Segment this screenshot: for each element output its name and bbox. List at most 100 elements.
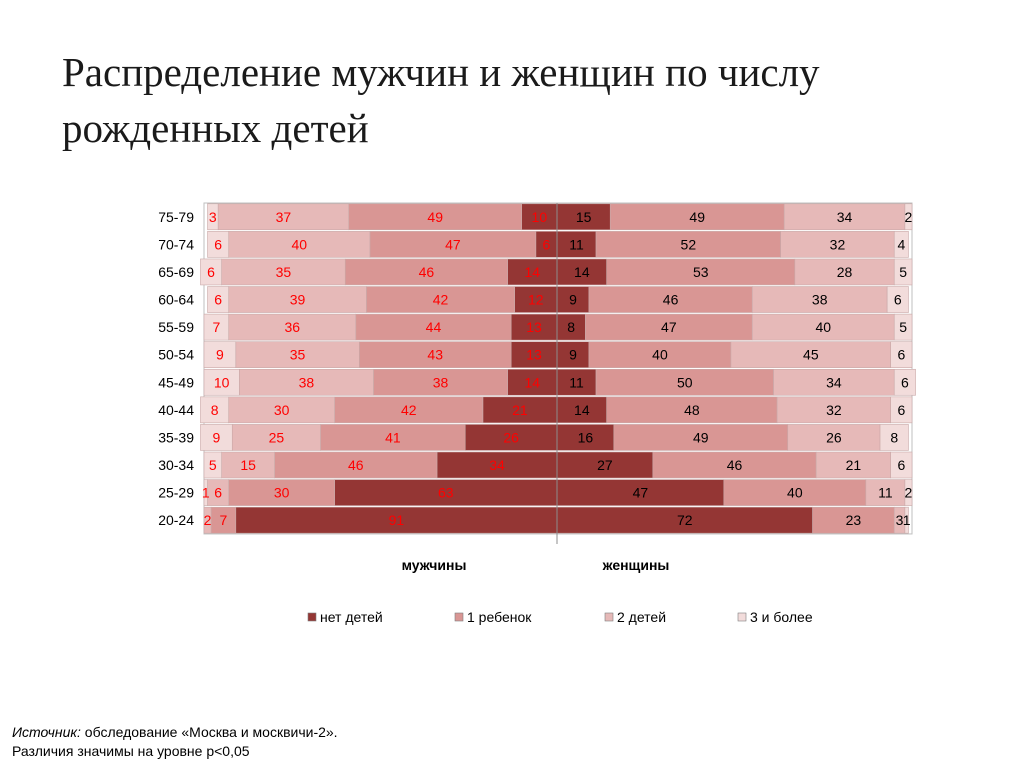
bar-men bbox=[228, 313, 357, 341]
category-label: 60-64 bbox=[158, 292, 194, 308]
bar-women bbox=[556, 258, 608, 286]
data-label-women: 14 bbox=[574, 402, 590, 418]
category-label: 65-69 bbox=[158, 264, 194, 280]
bar-men bbox=[355, 313, 512, 341]
bar-women bbox=[556, 231, 597, 258]
data-label-men: 49 bbox=[427, 209, 443, 225]
data-label-women: 11 bbox=[878, 485, 893, 501]
bar-men bbox=[203, 341, 237, 368]
data-label-men: 38 bbox=[433, 374, 449, 390]
data-label-men: 39 bbox=[290, 292, 306, 308]
data-label-men: 14 bbox=[525, 374, 541, 390]
bar-men bbox=[369, 231, 537, 258]
data-label-women: 14 bbox=[574, 264, 590, 280]
bar-men bbox=[235, 341, 360, 368]
data-label-women: 15 bbox=[576, 209, 592, 225]
data-label-women: 50 bbox=[677, 374, 693, 390]
bar-women bbox=[556, 313, 586, 341]
category-label: 25-29 bbox=[158, 485, 194, 501]
data-label-men: 38 bbox=[299, 374, 315, 390]
bar-women bbox=[904, 479, 913, 506]
legend-label: 1 ребенок bbox=[467, 609, 532, 625]
bar-men bbox=[203, 451, 222, 479]
significance-note: Различия значимы на уровне p<0,05 bbox=[12, 743, 250, 759]
legend-swatch bbox=[737, 612, 747, 622]
bar-men bbox=[231, 424, 321, 451]
bar-women bbox=[556, 286, 590, 313]
data-label-women: 5 bbox=[899, 264, 907, 280]
category-label: 35-39 bbox=[158, 429, 194, 445]
bar-men bbox=[274, 451, 438, 479]
bar-women bbox=[609, 203, 785, 231]
data-label-women: 46 bbox=[727, 457, 743, 473]
bar-men bbox=[228, 231, 371, 258]
data-label-women: 6 bbox=[901, 374, 909, 390]
data-label-men: 44 bbox=[426, 319, 442, 335]
bar-men bbox=[334, 479, 558, 506]
data-label-women: 9 bbox=[569, 292, 577, 308]
bar-women bbox=[556, 424, 615, 451]
data-label-women: 47 bbox=[661, 319, 677, 335]
legend-label: 3 и более bbox=[750, 609, 813, 625]
source-text: обследование «Москва и москвичи-2». bbox=[80, 724, 338, 740]
bar-men bbox=[228, 396, 335, 424]
bar-men bbox=[436, 451, 558, 479]
bar-women bbox=[893, 231, 909, 258]
data-label-women: 40 bbox=[787, 485, 803, 501]
data-label-men: 6 bbox=[214, 292, 222, 308]
bar-women bbox=[652, 451, 817, 479]
source-line: Источник: обследование «Москва и москвич… bbox=[12, 723, 338, 742]
bar-women bbox=[893, 313, 913, 341]
bar-men bbox=[239, 368, 374, 396]
bar-women bbox=[787, 424, 881, 451]
data-label-men: 43 bbox=[427, 347, 443, 363]
data-label-men: 36 bbox=[284, 319, 300, 335]
bar-men bbox=[207, 203, 219, 231]
data-label-men: 91 bbox=[389, 512, 405, 528]
data-label-women: 27 bbox=[597, 457, 613, 473]
data-label-women: 26 bbox=[826, 429, 842, 445]
data-label-men: 15 bbox=[240, 457, 256, 473]
data-label-women: 40 bbox=[815, 319, 831, 335]
legend-swatch bbox=[307, 612, 317, 622]
data-label-women: 38 bbox=[812, 292, 828, 308]
data-label-men: 3 bbox=[209, 209, 217, 225]
bar-women bbox=[606, 258, 796, 286]
bar-men bbox=[221, 258, 346, 286]
bar-women bbox=[556, 368, 597, 396]
data-label-women: 3 bbox=[896, 512, 904, 528]
category-label: 45-49 bbox=[158, 374, 194, 390]
data-label-men: 10 bbox=[532, 209, 548, 225]
bar-women bbox=[751, 286, 888, 313]
data-label-women: 32 bbox=[826, 402, 842, 418]
bar-men bbox=[203, 368, 240, 396]
data-label-men: 30 bbox=[274, 402, 290, 418]
bar-men bbox=[200, 396, 230, 424]
data-label-men: 63 bbox=[438, 485, 454, 501]
data-label-women: 6 bbox=[894, 292, 902, 308]
slide-title: Распределение мужчин и женщин по числу р… bbox=[62, 49, 820, 151]
bar-women bbox=[893, 258, 913, 286]
data-label-women: 5 bbox=[899, 319, 907, 335]
data-label-men: 42 bbox=[401, 402, 417, 418]
data-label-men: 9 bbox=[212, 429, 220, 445]
data-label-men: 30 bbox=[274, 485, 290, 501]
data-label-men: 26 bbox=[503, 429, 519, 445]
data-label-women: 46 bbox=[663, 292, 679, 308]
data-label-women: 8 bbox=[890, 429, 898, 445]
data-label-men: 5 bbox=[209, 457, 217, 473]
bar-men bbox=[221, 451, 275, 479]
data-label-men: 40 bbox=[292, 236, 308, 252]
bar-men bbox=[510, 341, 558, 368]
legend-swatch bbox=[604, 612, 614, 622]
data-label-men: 35 bbox=[276, 264, 292, 280]
category-label: 20-24 bbox=[158, 512, 194, 528]
bar-women bbox=[893, 368, 916, 396]
data-label-men: 6 bbox=[207, 264, 215, 280]
data-label-men: 6 bbox=[543, 236, 551, 252]
bar-men bbox=[507, 368, 558, 396]
bar-men bbox=[200, 424, 233, 451]
category-label: 70-74 bbox=[158, 236, 194, 252]
data-label-men: 46 bbox=[419, 264, 435, 280]
